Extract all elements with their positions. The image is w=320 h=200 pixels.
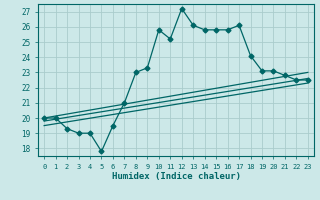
- X-axis label: Humidex (Indice chaleur): Humidex (Indice chaleur): [111, 172, 241, 181]
